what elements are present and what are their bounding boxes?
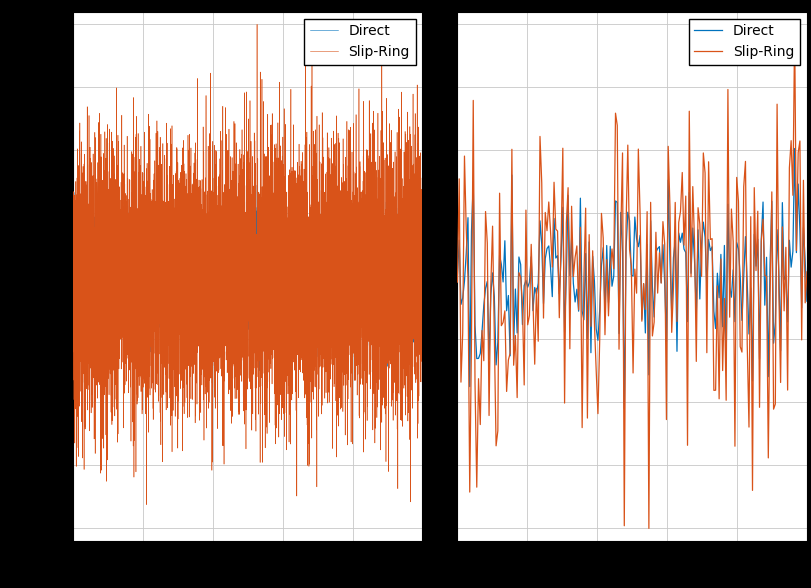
Legend: Direct, Slip-Ring: Direct, Slip-Ring: [689, 19, 800, 65]
Direct: [474, 355, 483, 362]
Slip-Ring: [418, 316, 427, 323]
Direct: [418, 258, 427, 265]
Direct: [517, 321, 527, 328]
Slip-Ring: [195, 242, 204, 249]
Slip-Ring: [453, 279, 462, 286]
Slip-Ring: [787, 137, 796, 144]
Slip-Ring: [346, 278, 356, 285]
Direct: [546, 264, 556, 271]
Line: Slip-Ring: Slip-Ring: [73, 24, 423, 505]
Direct: [275, 271, 285, 278]
Slip-Ring: [142, 501, 152, 508]
Direct: [138, 370, 148, 377]
Line: Slip-Ring: Slip-Ring: [457, 28, 807, 529]
Direct: [790, 145, 800, 152]
Direct: [802, 298, 811, 305]
Slip-Ring: [68, 348, 78, 355]
Direct: [328, 277, 337, 284]
Slip-Ring: [275, 283, 285, 290]
Slip-Ring: [644, 525, 654, 532]
Slip-Ring: [466, 335, 476, 342]
Direct: [466, 228, 476, 235]
Slip-Ring: [774, 288, 783, 295]
Direct: [620, 405, 629, 412]
Direct: [195, 307, 204, 314]
Line: Direct: Direct: [73, 175, 423, 373]
Direct: [346, 246, 356, 253]
Slip-Ring: [474, 375, 483, 382]
Slip-Ring: [546, 228, 556, 235]
Direct: [290, 201, 300, 208]
Direct: [453, 271, 462, 278]
Direct: [68, 278, 78, 285]
Direct: [774, 268, 783, 275]
Direct: [787, 263, 796, 270]
Slip-Ring: [790, 25, 800, 32]
Direct: [86, 273, 96, 280]
Slip-Ring: [802, 268, 811, 275]
Slip-Ring: [290, 298, 300, 305]
Slip-Ring: [328, 285, 337, 292]
Line: Direct: Direct: [457, 149, 807, 409]
Slip-Ring: [252, 21, 262, 28]
Direct: [85, 171, 95, 178]
Slip-Ring: [517, 300, 527, 308]
Slip-Ring: [86, 330, 96, 337]
Legend: Direct, Slip-Ring: Direct, Slip-Ring: [304, 19, 415, 65]
